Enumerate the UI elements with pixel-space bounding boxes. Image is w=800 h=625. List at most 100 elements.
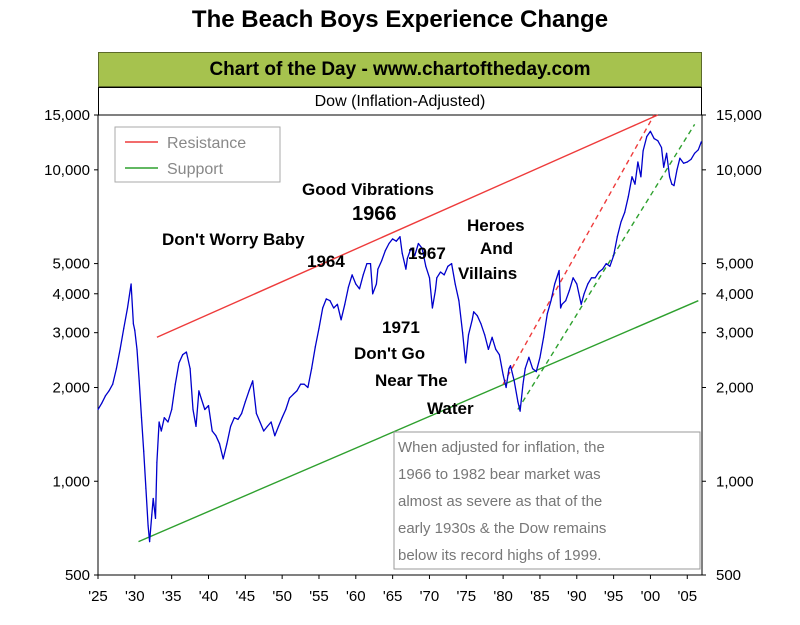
annotation-good-vibrations: Good Vibrations — [302, 180, 434, 199]
data-point — [255, 412, 257, 415]
note-line: early 1930s & the Dow remains — [398, 520, 606, 537]
y-tick-label-right: 1,000 — [716, 473, 754, 490]
trendline-dashed — [502, 114, 655, 385]
note-line: 1966 to 1982 bear market was — [398, 466, 601, 483]
data-point — [613, 255, 615, 257]
x-tick-label: '30 — [125, 588, 145, 605]
y-tick-label-left: 3,000 — [52, 325, 90, 342]
data-point — [572, 277, 574, 279]
data-point — [325, 298, 327, 300]
legend-box — [114, 126, 281, 183]
x-tick-label: '80 — [493, 588, 513, 605]
y-tick-label-right: 4,000 — [716, 286, 754, 303]
y-tick-label-left: 500 — [65, 567, 90, 584]
annotation-1964: 1964 — [307, 252, 345, 271]
data-point — [532, 368, 534, 370]
data-point — [522, 383, 524, 385]
legend-label-support: Support — [167, 161, 224, 178]
trendline-dashed — [517, 123, 696, 410]
annotation-1971: 1971 — [382, 318, 420, 337]
data-point — [554, 283, 556, 285]
chart-title: The Beach Boys Experience Change — [191, 6, 609, 33]
data-point — [285, 408, 287, 411]
data-point — [381, 260, 383, 262]
data-point — [152, 497, 154, 500]
data-point — [583, 293, 585, 295]
data-point — [447, 265, 449, 267]
y-tick-label-right: 500 — [716, 567, 741, 584]
x-tick-label: '50 — [272, 588, 292, 605]
data-point — [281, 417, 283, 419]
trendline-support — [138, 300, 699, 543]
data-point — [502, 374, 504, 376]
x-tick-label: '65 — [383, 588, 403, 605]
data-point — [414, 255, 416, 257]
x-tick-label: '75 — [457, 588, 477, 605]
x-tick-label: '25 — [88, 588, 108, 605]
data-point — [340, 319, 342, 321]
data-point — [314, 346, 316, 348]
data-point — [484, 334, 486, 336]
data-point — [218, 443, 221, 445]
data-point — [550, 300, 552, 302]
data-point — [143, 450, 145, 452]
y-tick-label-left: 5,000 — [52, 256, 90, 273]
x-tick-label: '60 — [346, 588, 366, 605]
data-point — [149, 541, 151, 543]
data-point — [439, 271, 442, 273]
data-point — [399, 236, 401, 238]
legend: Resistance Support — [114, 126, 281, 183]
data-point — [679, 157, 681, 159]
data-point — [274, 435, 276, 437]
data-point — [104, 395, 106, 397]
data-point — [174, 383, 176, 385]
data-point — [233, 417, 235, 419]
data-point — [561, 303, 563, 305]
data-point — [528, 356, 530, 358]
data-point — [660, 146, 663, 149]
data-point — [395, 240, 397, 242]
data-point — [230, 425, 232, 427]
data-point — [568, 289, 571, 291]
data-point — [425, 265, 427, 267]
y-tick-label-left: 1,000 — [52, 473, 90, 490]
data-point — [428, 277, 431, 279]
data-point — [163, 417, 165, 419]
data-point — [123, 327, 125, 329]
annotation-water: Water — [427, 399, 474, 418]
data-point — [252, 380, 254, 382]
y-axis-right: 15,000 10,000 5,000 4,000 3,000 2,000 1,000 500 — [716, 107, 762, 584]
data-point — [344, 303, 346, 305]
data-point — [697, 149, 699, 151]
data-point — [369, 263, 372, 265]
data-point — [204, 408, 206, 411]
y-tick-label-right: 5,000 — [716, 256, 754, 273]
data-point — [138, 380, 140, 382]
data-point — [560, 307, 562, 309]
data-point — [539, 356, 541, 358]
x-tick-label: '85 — [530, 588, 550, 605]
data-point — [598, 271, 600, 273]
x-tick-label: '40 — [199, 588, 219, 605]
data-point — [443, 274, 445, 276]
data-point — [565, 300, 567, 302]
data-point — [288, 397, 291, 399]
data-point — [158, 421, 160, 423]
data-point — [215, 435, 217, 437]
chart-subtitle: Dow (Inflation-Adjusted) — [98, 87, 702, 115]
data-point — [154, 517, 157, 520]
data-point — [669, 176, 671, 178]
annotation-near-the: Near The — [375, 371, 448, 390]
data-point — [388, 242, 390, 245]
data-point — [318, 327, 320, 329]
data-point — [590, 277, 593, 279]
data-point — [401, 252, 403, 254]
data-point — [666, 152, 668, 154]
data-point — [436, 277, 438, 279]
annotation-heroes: Heroes — [467, 216, 525, 235]
data-point — [198, 390, 200, 392]
data-point — [108, 390, 110, 392]
data-point — [392, 238, 394, 240]
data-point — [358, 288, 361, 290]
